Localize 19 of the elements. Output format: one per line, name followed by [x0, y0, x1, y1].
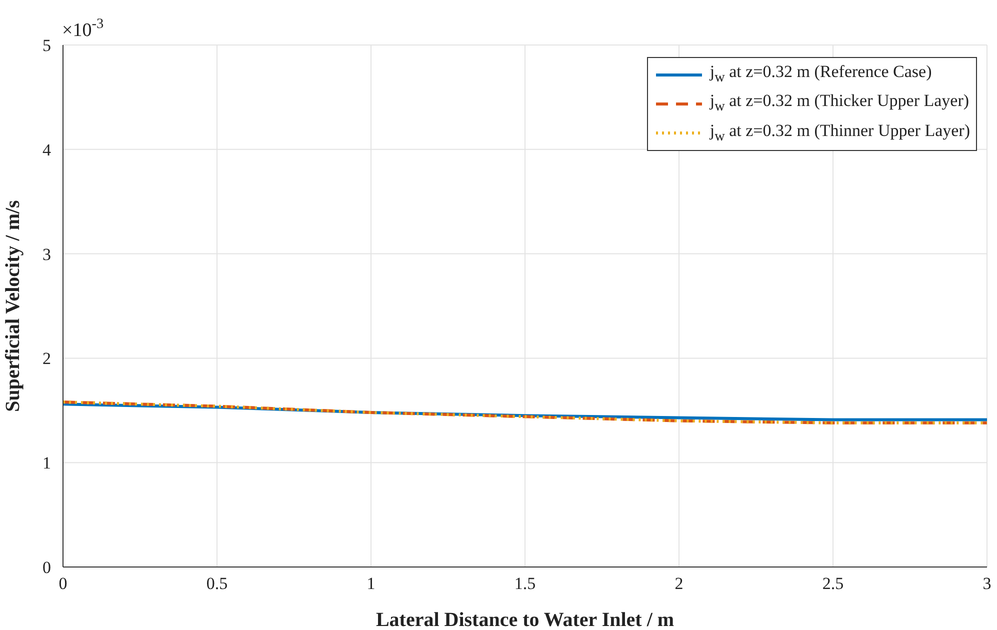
x-tick-label: 3 — [982, 574, 992, 594]
y-tick-label: 4 — [42, 140, 52, 160]
legend-label: j$_{w}$ at z=0.32 m (Thinner Upper Layer) — [710, 120, 970, 146]
x-axis-title: Lateral Distance to Water Inlet / m — [376, 609, 674, 630]
x-tick-label: 2.5 — [822, 574, 844, 594]
legend-label: j$_{w}$ at z=0.32 m (Thicker Upper Layer) — [710, 90, 970, 117]
y-axis-title: Superficial Velocity / m/s — [2, 200, 24, 412]
y-tick-label: 3 — [42, 244, 51, 264]
x-tick-label: 0.5 — [206, 574, 228, 594]
x-tick-label: 1 — [366, 574, 376, 594]
x-tick-label: 2 — [674, 574, 684, 594]
y-tick-label: 5 — [42, 36, 51, 56]
y-tick-label: 1 — [42, 454, 51, 473]
text: ×10$^{-3}$ — [62, 16, 104, 41]
legend-label: j$_{w}$ at z=0.32 m (Reference Case) — [710, 61, 932, 88]
x-tick-label: 0 — [58, 574, 68, 594]
x-tick-label: 1.5 — [514, 574, 536, 594]
y-tick-label: 2 — [42, 349, 51, 368]
y-tick-label: 0 — [42, 558, 51, 578]
